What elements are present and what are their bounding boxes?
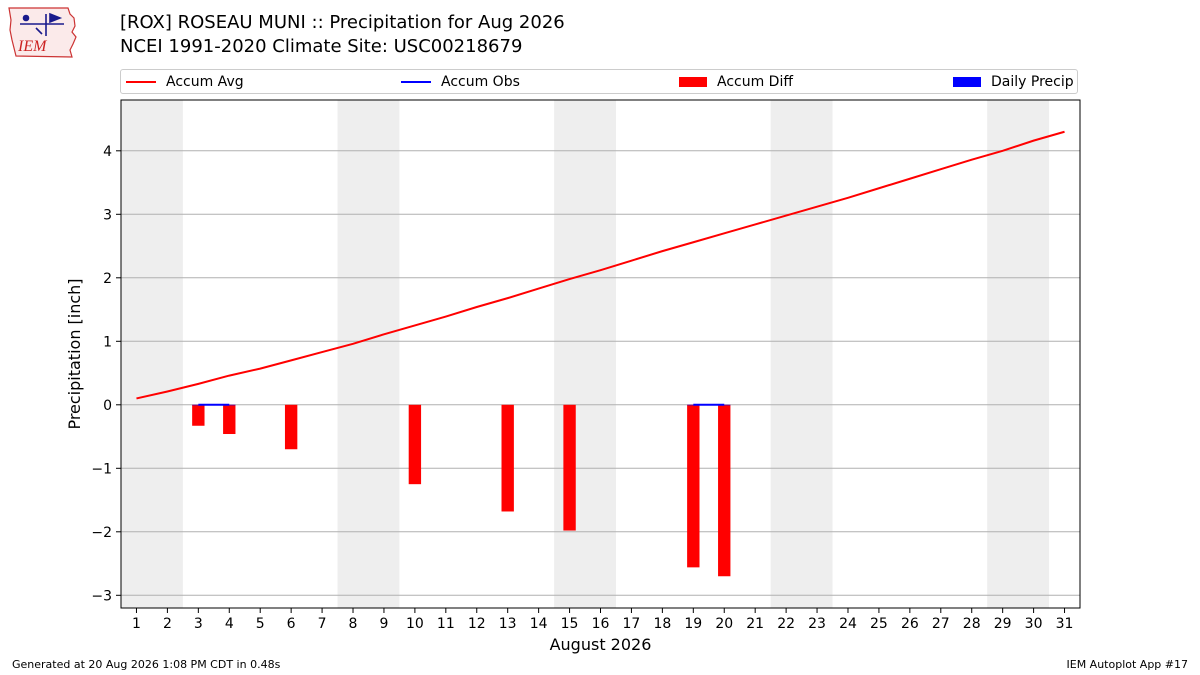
x-tick-label: 14: [530, 616, 548, 632]
x-tick-label: 19: [684, 616, 702, 632]
accum-diff-bar: [687, 404, 700, 568]
x-tick-label: 16: [592, 616, 610, 632]
legend-label-daily-precip: Daily Precip: [991, 74, 1074, 90]
accum-diff-bar: [563, 404, 576, 531]
x-tick-label: 29: [994, 616, 1012, 632]
x-tick-label: 1: [132, 616, 141, 632]
chart-subtitle: NCEI 1991-2020 Climate Site: USC00218679: [120, 36, 523, 57]
x-tick-label: 12: [468, 616, 486, 632]
weekend-band: [987, 100, 1050, 608]
x-tick-label: 27: [932, 616, 950, 632]
x-tick-label: 24: [839, 616, 857, 632]
x-tick-label: 17: [623, 616, 641, 632]
weekend-band: [121, 100, 183, 608]
legend-swatch-accum-obs: [401, 81, 431, 83]
legend-item-accum-obs: Accum Obs: [401, 73, 520, 91]
x-tick-label: 6: [287, 616, 296, 632]
legend-item-daily-precip: Daily Precip: [953, 73, 1074, 91]
x-tick-label: 25: [870, 616, 888, 632]
chart-title: [ROX] ROSEAU MUNI :: Precipitation for A…: [120, 12, 565, 33]
weather-instrument-icon: [20, 12, 64, 36]
chart-legend: Accum Avg Accum Obs Accum Diff Daily Pre…: [120, 69, 1078, 94]
x-tick-label: 4: [225, 616, 234, 632]
iem-logo: IEM: [8, 7, 77, 58]
legend-label-accum-obs: Accum Obs: [441, 74, 520, 90]
legend-item-accum-diff: Accum Diff: [679, 73, 793, 91]
y-tick-label: 3: [103, 207, 112, 223]
x-tick-label: 8: [349, 616, 358, 632]
accum-diff-bar: [718, 404, 731, 577]
x-tick-label: 11: [437, 616, 455, 632]
x-tick-label: 5: [256, 616, 265, 632]
y-tick-label: −3: [91, 588, 112, 604]
legend-item-accum-avg: Accum Avg: [126, 73, 244, 91]
accum-diff-bar: [192, 404, 205, 426]
x-tick-label: 21: [746, 616, 764, 632]
accum-diff-bar: [223, 404, 236, 435]
x-tick-label: 30: [1025, 616, 1043, 632]
accum-avg-line: [136, 130, 1065, 400]
generated-timestamp: Generated at 20 Aug 2026 1:08 PM CDT in …: [12, 658, 281, 671]
y-axis-label: Precipitation [inch]: [65, 278, 84, 429]
weekend-band: [337, 100, 400, 608]
y-tick-label: 1: [103, 334, 112, 350]
x-tick-label: 2: [163, 616, 172, 632]
legend-label-accum-avg: Accum Avg: [166, 74, 244, 90]
accum-diff-bar: [408, 404, 422, 485]
accum-diff-bar: [284, 404, 298, 450]
x-tick-label: 10: [406, 616, 424, 632]
autoplot-app-label: IEM Autoplot App #17: [1066, 658, 1189, 671]
y-tick-label: −1: [91, 461, 112, 477]
x-tick-label: 15: [561, 616, 579, 632]
x-tick-label: 9: [379, 616, 388, 632]
y-tick-label: 2: [103, 271, 112, 287]
y-tick-label: 0: [103, 398, 112, 414]
x-tick-label: 23: [808, 616, 826, 632]
x-tick-label: 28: [963, 616, 981, 632]
x-tick-label: 26: [901, 616, 919, 632]
legend-swatch-accum-diff: [679, 77, 707, 87]
x-tick-label: 18: [653, 616, 671, 632]
x-tick-label: 3: [194, 616, 203, 632]
x-tick-label: 13: [499, 616, 517, 632]
x-tick-label: 7: [318, 616, 327, 632]
y-tick-label: −2: [91, 525, 112, 541]
weekend-band: [770, 100, 833, 608]
x-tick-label: 22: [777, 616, 795, 632]
legend-swatch-accum-avg: [126, 81, 156, 83]
logo-text: IEM: [17, 38, 48, 55]
x-tick-label: 20: [715, 616, 733, 632]
accum-diff-bar: [501, 404, 514, 512]
legend-swatch-daily-precip: [953, 77, 981, 87]
x-tick-label: 31: [1056, 616, 1074, 632]
legend-label-accum-diff: Accum Diff: [717, 74, 794, 90]
x-axis-label: August 2026: [550, 635, 652, 654]
y-tick-label: 4: [103, 144, 112, 160]
